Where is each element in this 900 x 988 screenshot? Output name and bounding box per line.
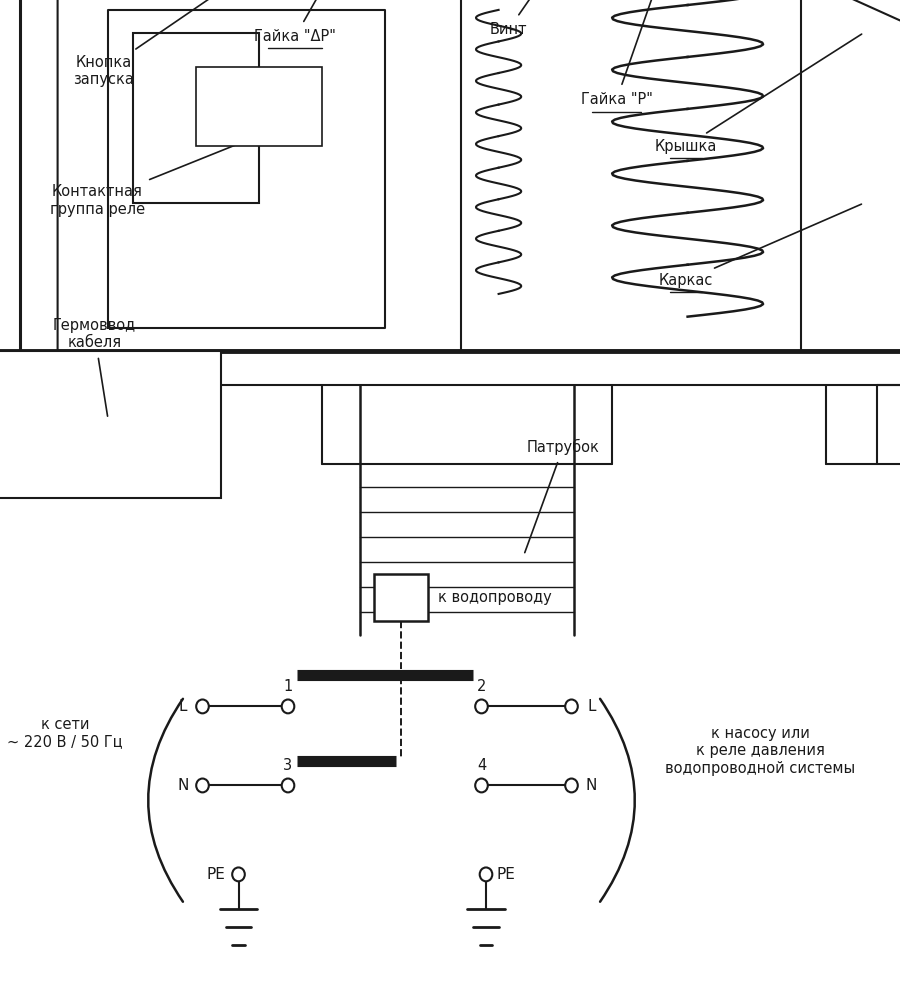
Circle shape (196, 779, 209, 792)
Circle shape (232, 867, 245, 881)
Text: PE: PE (497, 866, 515, 882)
Text: Контактная
группа реле: Контактная группа реле (50, 141, 244, 216)
Circle shape (282, 779, 294, 792)
Circle shape (565, 700, 578, 713)
FancyBboxPatch shape (374, 574, 428, 621)
FancyBboxPatch shape (196, 67, 322, 146)
Text: Гайка "P": Гайка "P" (580, 0, 687, 108)
Text: P: P (395, 589, 406, 607)
Circle shape (565, 779, 578, 792)
Text: Гермоввод
кабеля: Гермоввод кабеля (53, 318, 136, 416)
Text: L: L (587, 699, 596, 714)
FancyBboxPatch shape (133, 33, 259, 204)
Text: PE: PE (207, 866, 225, 882)
Text: Гайка "ΔP": Гайка "ΔP" (255, 0, 428, 44)
Circle shape (480, 867, 492, 881)
Text: Кнопка
запуска: Кнопка запуска (73, 0, 282, 87)
Text: Крышка: Крышка (654, 35, 861, 154)
Circle shape (475, 779, 488, 792)
Text: Каркас: Каркас (659, 205, 861, 288)
Text: 4: 4 (477, 758, 486, 774)
Text: 3: 3 (284, 758, 292, 774)
Text: N: N (177, 778, 188, 793)
Text: 2: 2 (477, 679, 486, 695)
Text: Винт: Винт (490, 0, 686, 38)
Text: к водопроводу: к водопроводу (438, 590, 552, 606)
Text: к насосу или
к реле давления
водопроводной системы: к насосу или к реле давления водопроводн… (665, 726, 856, 776)
Circle shape (282, 700, 294, 713)
Text: L: L (178, 699, 187, 714)
FancyBboxPatch shape (0, 351, 221, 499)
Text: N: N (586, 778, 597, 793)
Text: Патрубок: Патрубок (525, 439, 599, 552)
Text: 1: 1 (284, 679, 292, 695)
Circle shape (196, 700, 209, 713)
Text: к сети
~ 220 В / 50 Гц: к сети ~ 220 В / 50 Гц (7, 717, 122, 749)
Circle shape (475, 700, 488, 713)
